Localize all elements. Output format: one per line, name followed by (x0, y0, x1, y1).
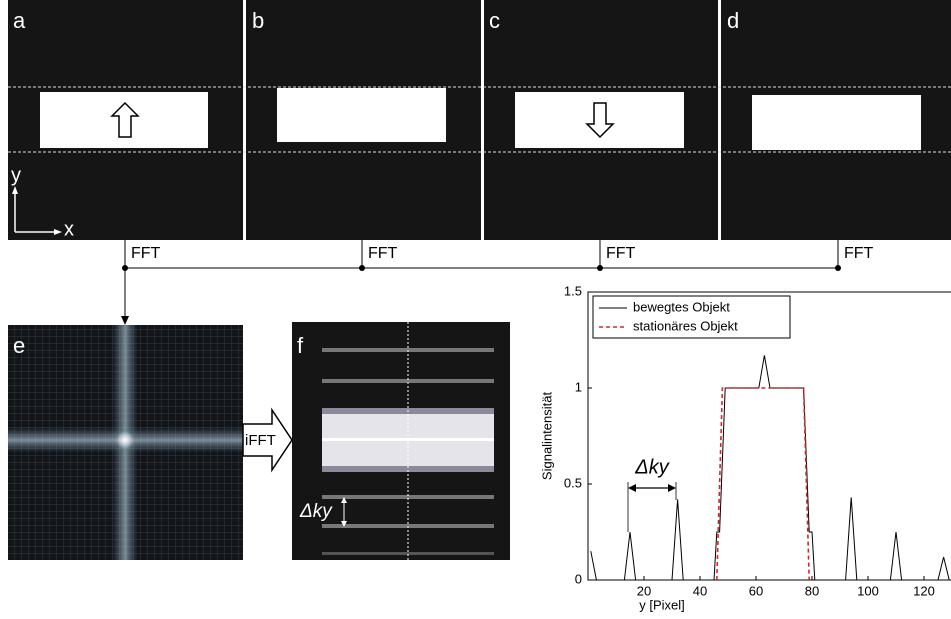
object (277, 88, 446, 142)
y-tick-label: 0.5 (564, 475, 582, 490)
y-tick-label: 0 (575, 571, 582, 586)
y-axis-label: Signalintensität (539, 392, 554, 481)
panel-label: b (252, 8, 264, 33)
x-tick-label: 40 (693, 583, 707, 598)
x-axis-label: y [Pixel] (639, 597, 685, 612)
x-tick-label: 120 (913, 583, 935, 598)
x-tick-label: 60 (749, 583, 763, 598)
arrow-head (121, 316, 129, 325)
figure: y x a b c d FFT FFT FFT FFT e iFFT (0, 0, 951, 619)
node (835, 265, 841, 271)
object (752, 95, 921, 150)
annotation: Δky (634, 456, 669, 478)
panel-label: f (297, 333, 304, 358)
ifft-label: iFFT (245, 432, 276, 449)
panel-label: c (489, 8, 500, 33)
x-tick-label: 20 (637, 583, 651, 598)
node (122, 265, 128, 271)
annotation: Δky (299, 501, 333, 522)
panel-label: d (727, 8, 739, 33)
fft-label: FFT (844, 245, 874, 262)
axis-label: y (11, 164, 21, 186)
y-tick-label: 1 (575, 379, 582, 394)
fft-label: FFT (368, 245, 398, 262)
fft-label: FFT (131, 245, 161, 262)
node (359, 265, 365, 271)
panel-f: Δky f (292, 322, 510, 560)
x-tick-label: 100 (857, 583, 879, 598)
top-panels: y x a b c d (8, 0, 951, 240)
fft-label: FFT (606, 245, 636, 262)
y-tick-label: 1.5 (564, 283, 582, 298)
panel-e: e (8, 325, 243, 560)
legend-label: stationäres Objekt (633, 318, 738, 333)
axis-label: x (64, 218, 74, 240)
line-chart: y [Pixel] Signalintensität 0 0.5 1 1.5 20 40 6… (539, 283, 951, 612)
page: y x a b c d FFT FFT FFT FFT e iFFT (0, 0, 951, 619)
kspace-center (116, 431, 134, 449)
panel-label: e (13, 333, 25, 358)
panel-label: a (13, 8, 26, 33)
legend-label: bewegtes Objekt (633, 299, 730, 314)
node (597, 265, 603, 271)
x-tick-label: 80 (805, 583, 819, 598)
